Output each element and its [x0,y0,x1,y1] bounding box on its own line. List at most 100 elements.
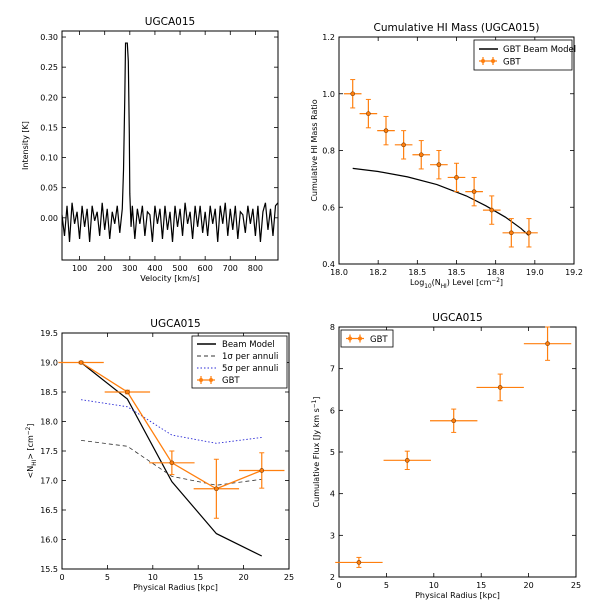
cumulative-flux-legend-label: GBT [370,335,388,345]
cumulative-mass-legend-label: GBT Beam Model [503,45,576,55]
cumulative-mass-xtick-label: 18.8 [487,268,505,277]
radial-profile-xtick-label: 0 [59,573,64,582]
cumulative-flux-xtick-label: 25 [571,581,581,590]
radial-profile-series-3-point [125,389,130,395]
cumulative-flux-ytick-label: 8 [330,323,335,332]
radial-profile-series-3-point [78,360,84,365]
cumulative-mass-xtick-label: 18.0 [330,268,348,277]
spectrum-title: UGCA015 [145,16,195,28]
cumulative-flux-legend-swatch-gbt-dot [348,336,352,341]
cumulative-mass-xtick-label: 18.5 [448,268,466,277]
radial-profile-series-0-line [80,362,263,557]
cumulative-mass-title: Cumulative HI Mass (UGCA015) [374,22,540,34]
cumulative-mass-series-1-point [383,128,389,133]
cumulative-mass-legend [473,39,573,71]
cumulative-mass-xtick-label: 18.2 [369,268,387,277]
radial-profile-legend-swatch-gbt-dot [209,378,213,382]
cumulative-flux-ytick-label: 2 [330,573,335,582]
spectrum-ylabel: Intensity [K] [21,121,30,170]
radial-profile-ytick-label: 17.5 [40,447,58,456]
spectrum-frame [61,30,279,261]
cumulative-mass-ytick-label: 0.4 [322,260,335,269]
spectrum-ytick-label: 0.25 [40,63,58,72]
cumulative-mass-series-1-point [436,162,442,167]
cumulative-mass-xlabel: Log10(NHI) Level [cm−2] [410,278,503,290]
cumulative-flux-xtick-label: 5 [384,581,389,590]
radial-profile-ytick-label: 16.0 [40,536,58,545]
radial-profile-legend-swatch-gbt-dot [199,378,203,382]
cumulative-flux-series-0-point [545,341,550,346]
radial-profile-legend-label: Beam Model [222,340,275,350]
cumulative-flux-ytick-label: 4 [330,490,335,499]
radial-profile-plot [58,332,290,570]
cumulative-mass-ylabel: Cumulative HI Mass Ratio [310,99,319,201]
spectrum-ytick-label: 0.00 [40,214,58,223]
radial-profile-series-2-line [81,399,262,444]
radial-profile-series-3-point [169,460,175,466]
cumulative-flux-xtick-label: 0 [336,581,341,590]
cumulative-mass-series-1-point [471,189,477,194]
cumulative-flux-legend-swatch-gbt-dot [358,336,362,341]
cumulative-mass-series-1-point [509,230,514,236]
cumulative-flux-series-0-point [356,560,362,565]
cumulative-flux-ylabel: Cumulative Flux [Jy km s−1] [312,397,321,508]
spectrum-ytick-label: 0.05 [40,184,58,193]
spectrum-xtick-label: 600 [198,264,213,273]
spectrum-ytick-label: 0.10 [40,154,58,163]
cumulative-mass-series-1-point [454,175,459,180]
cumulative-flux-series-0-point [404,458,410,463]
cumulative-mass-series-0-line [352,167,530,237]
radial-profile-ytick-label: 19.0 [40,359,58,368]
radial-profile-ytick-label: 17.0 [40,477,58,486]
radial-profile-series-3-point [214,486,219,492]
cumulative-flux-xtick-label: 20 [524,581,534,590]
spectrum-ytick-label: 0.15 [40,123,58,132]
cumulative-mass-series-1-point [526,230,532,236]
spectrum-series-0-line [61,42,279,242]
spectrum-xtick-label: 300 [122,264,137,273]
radial-profile-ytick-label: 16.5 [40,506,58,515]
cumulative-mass-legend-swatch-gbt-dot [491,59,495,63]
cumulative-flux-plot [335,326,577,578]
radial-profile-ylabel: <NHI> [cm−2] [26,424,38,479]
radial-profile-legend-label: 5σ per annuli [222,364,278,374]
cumulative-mass-ytick-label: 1.0 [322,90,335,99]
cumulative-flux-series-0-point [451,418,457,424]
cumulative-mass-xtick-label: 18.5 [408,268,426,277]
radial-profile-xtick-label: 5 [105,573,110,582]
cumulative-flux-ytick-label: 7 [330,365,335,374]
cumulative-flux-xtick-label: 10 [429,581,439,590]
spectrum-xtick-label: 100 [72,264,87,273]
cumulative-mass-legend-swatch-gbt-dot [481,59,485,63]
radial-profile-title: UGCA015 [150,318,200,330]
radial-profile-xtick-label: 20 [239,573,249,582]
cumulative-mass-frame [338,36,575,265]
cumulative-flux-legend [340,329,394,348]
cumulative-mass-series-1-point [366,111,371,116]
cumulative-flux-xtick-label: 15 [476,581,486,590]
radial-profile-xtick-label: 10 [148,573,158,582]
spectrum-ytick-label: 0.20 [40,93,58,102]
cumulative-flux-ytick-label: 3 [330,531,335,540]
cumulative-mass-plot [338,36,575,265]
spectrum-xtick-label: 700 [223,264,238,273]
radial-profile-xtick-label: 15 [193,573,203,582]
radial-profile-xlabel: Physical Radius [kpc] [133,583,218,592]
cumulative-mass-ytick-label: 0.6 [322,203,335,212]
cumulative-flux-title: UGCA015 [432,312,482,324]
cumulative-mass-legend-label: GBT [503,58,521,68]
radial-profile-series-3-point [259,468,265,473]
spectrum-ytick-label: 0.30 [40,33,58,42]
cumulative-mass-series-1-point [401,142,406,148]
cumulative-flux-xlabel: Physical Radius [kpc] [415,591,500,600]
cumulative-flux-ytick-label: 6 [330,406,335,415]
cumulative-mass-ytick-label: 0.8 [322,147,335,156]
radial-profile-ytick-label: 15.5 [40,565,58,574]
cumulative-flux-series-0-point [497,385,503,390]
spectrum-xlabel: Velocity [km/s] [140,274,199,283]
cumulative-mass-xtick-label: 19.2 [565,268,583,277]
cumulative-mass-ytick-label: 1.2 [322,33,335,42]
spectrum-xtick-label: 800 [248,264,263,273]
radial-profile-ytick-label: 19.5 [40,329,58,338]
